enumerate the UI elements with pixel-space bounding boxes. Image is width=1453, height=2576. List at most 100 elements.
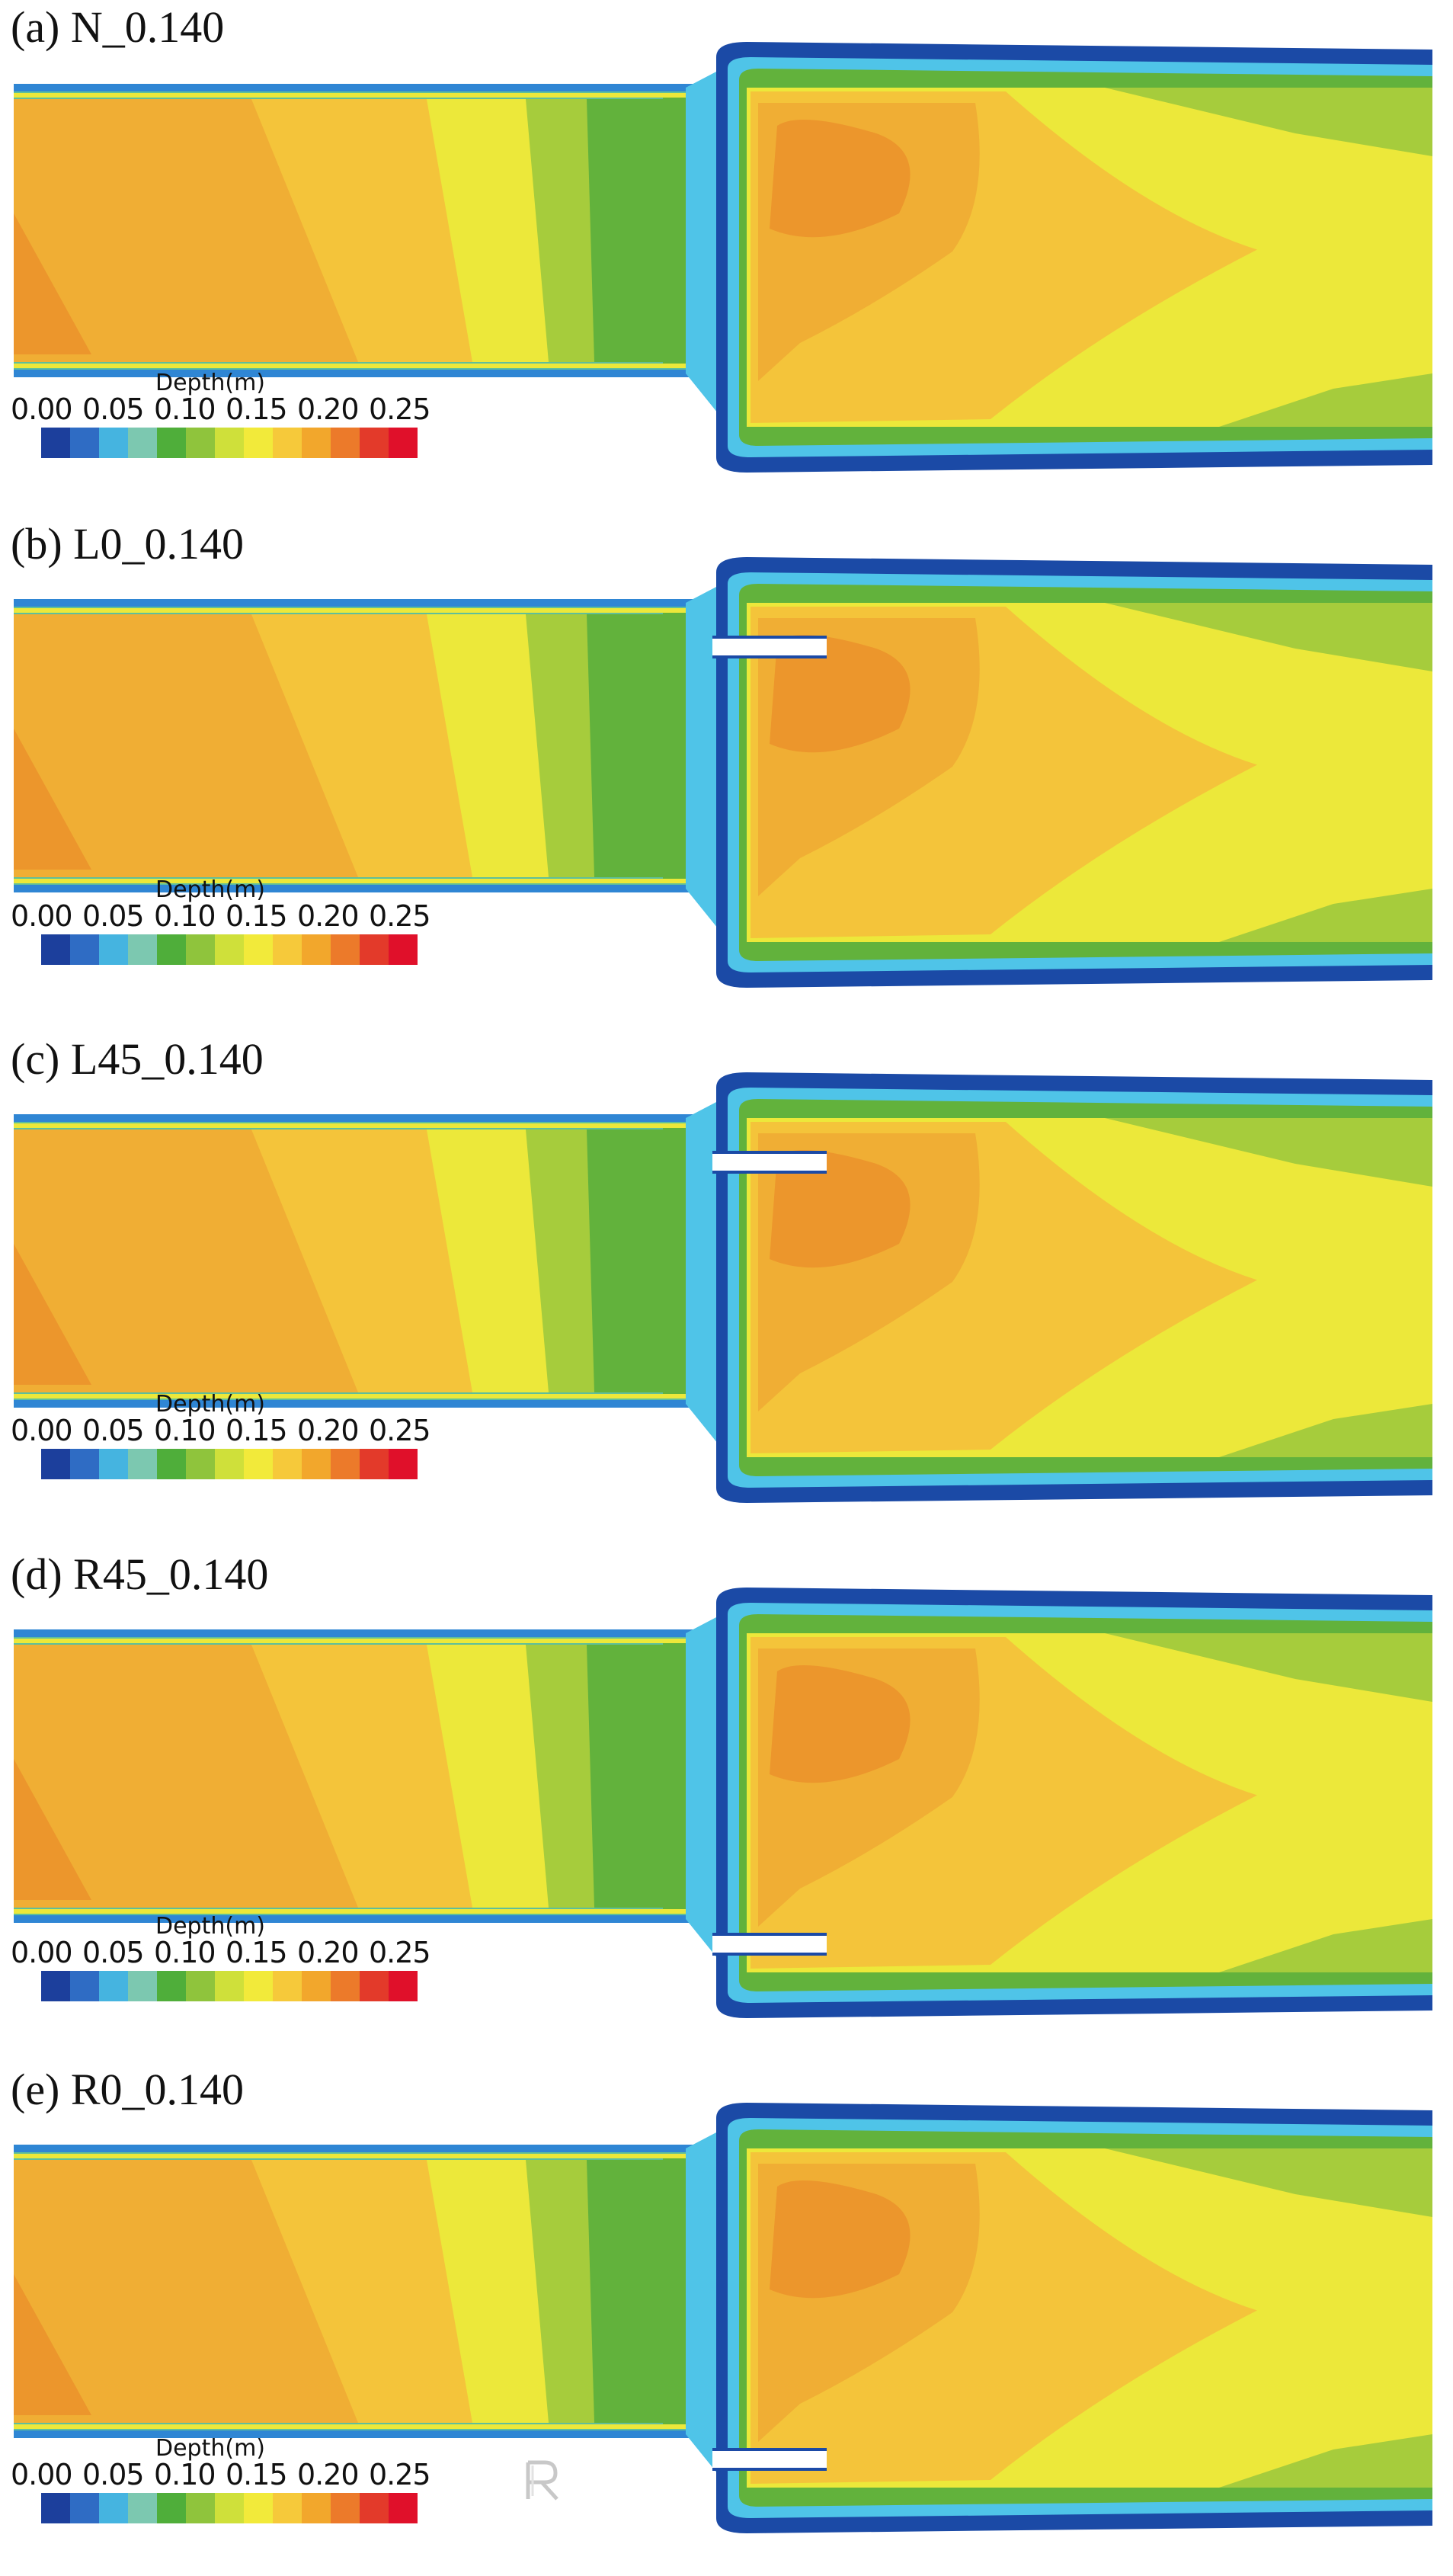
depth-contour-field (14, 42, 1432, 473)
legend-swatch (70, 428, 99, 458)
depth-contour-field (14, 1588, 1432, 2018)
legend-tick-label: 0.20 (297, 2458, 360, 2491)
legend-swatch (302, 934, 331, 965)
legend-tick-label: 0.15 (226, 899, 288, 933)
legend-swatch (70, 934, 99, 965)
legend-swatch (157, 2493, 186, 2523)
panel-label: (b) L0_0.140 (11, 519, 245, 569)
legend-swatch (186, 2493, 215, 2523)
panel-label: (a) N_0.140 (11, 2, 225, 52)
legend-swatch (273, 428, 302, 458)
panel-label: (e) R0_0.140 (11, 2065, 245, 2114)
depth-contour-field (14, 557, 1432, 988)
depth-legend: Depth(m) 0.00 0.05 0.10 0.15 0.20 0.25 (11, 1913, 453, 2004)
legend-title: Depth(m) (155, 876, 266, 903)
depth-legend: Depth(m) 0.00 0.05 0.10 0.15 0.20 0.25 (11, 2435, 453, 2526)
legend-tick-label: 0.10 (154, 392, 216, 426)
legend-tick-label: 0.05 (82, 1414, 145, 1447)
legend-swatch (215, 1971, 244, 2001)
legend-swatch (302, 428, 331, 458)
legend-swatch (186, 934, 215, 965)
legend-swatch (215, 934, 244, 965)
legend-swatch (360, 1449, 389, 1479)
legend-swatch (244, 2493, 273, 2523)
legend-swatch (273, 2493, 302, 2523)
contour-panel: (d) R45_0.140 (0, 1546, 1453, 2061)
legend-color-bar (41, 2493, 418, 2523)
legend-swatch (186, 1449, 215, 1479)
legend-title: Depth(m) (155, 1913, 266, 1940)
legend-tick-label: 0.25 (369, 899, 431, 933)
contour-panel: (b) L0_0.140 (0, 515, 1453, 1030)
legend-swatch (244, 1449, 273, 1479)
contour-panel: (e) R0_0.140 (0, 2061, 1453, 2576)
legend-swatch (302, 1971, 331, 2001)
legend-tick-label: 0.00 (11, 2458, 73, 2491)
legend-color-bar (41, 428, 418, 458)
legend-swatch (244, 428, 273, 458)
legend-title: Depth(m) (155, 1391, 266, 1418)
legend-tick-label: 0.15 (226, 1414, 288, 1447)
legend-swatch (128, 2493, 157, 2523)
legend-swatch (41, 428, 70, 458)
legend-swatch (331, 428, 360, 458)
legend-ticks: 0.00 0.05 0.10 0.15 0.20 0.25 (11, 899, 453, 933)
depth-legend: Depth(m) 0.00 0.05 0.10 0.15 0.20 0.25 (11, 370, 453, 461)
legend-swatch (41, 1449, 70, 1479)
legend-tick-label: 0.20 (297, 899, 360, 933)
legend-swatch (273, 1971, 302, 2001)
depth-legend: Depth(m) 0.00 0.05 0.10 0.15 0.20 0.25 (11, 1391, 453, 1482)
legend-title: Depth(m) (155, 370, 266, 396)
depth-contour-field (14, 1072, 1432, 1503)
legend-swatch (157, 428, 186, 458)
contour-panel: (c) L45_0.140 (0, 1030, 1453, 1546)
legend-swatch (215, 2493, 244, 2523)
legend-swatch (389, 2493, 418, 2523)
legend-swatch (360, 1971, 389, 2001)
panel-label: (d) R45_0.140 (11, 1549, 269, 1599)
legend-swatch (215, 428, 244, 458)
legend-swatch (41, 1971, 70, 2001)
legend-tick-label: 0.25 (369, 2458, 431, 2491)
legend-swatch (244, 934, 273, 965)
legend-swatch (157, 934, 186, 965)
legend-swatch (99, 1449, 128, 1479)
depth-contour-field (14, 2103, 1432, 2533)
legend-tick-label: 0.00 (11, 1414, 73, 1447)
legend-swatch (389, 1971, 418, 2001)
legend-tick-label: 0.05 (82, 392, 145, 426)
legend-swatch (128, 1971, 157, 2001)
legend-tick-label: 0.20 (297, 1414, 360, 1447)
legend-title: Depth(m) (155, 2435, 266, 2462)
legend-tick-label: 0.10 (154, 1414, 216, 1447)
legend-tick-label: 0.10 (154, 899, 216, 933)
legend-swatch (273, 1449, 302, 1479)
legend-swatch (389, 934, 418, 965)
legend-color-bar (41, 1449, 418, 1479)
legend-swatch (331, 1971, 360, 2001)
legend-swatch (302, 2493, 331, 2523)
legend-swatch (215, 1449, 244, 1479)
contour-panel: (a) N_0.140 (0, 0, 1453, 515)
legend-swatch (128, 428, 157, 458)
legend-swatch (70, 2493, 99, 2523)
legend-swatch (360, 934, 389, 965)
legend-swatch (70, 1971, 99, 2001)
legend-swatch (186, 1971, 215, 2001)
legend-tick-label: 0.00 (11, 392, 73, 426)
legend-swatch (99, 934, 128, 965)
legend-swatch (389, 1449, 418, 1479)
legend-swatch (331, 2493, 360, 2523)
legend-swatch (360, 428, 389, 458)
legend-swatch (331, 1449, 360, 1479)
legend-tick-label: 0.10 (154, 1936, 216, 1969)
legend-ticks: 0.00 0.05 0.10 0.15 0.20 0.25 (11, 1936, 453, 1969)
legend-swatch (302, 1449, 331, 1479)
legend-swatch (273, 934, 302, 965)
legend-swatch (41, 2493, 70, 2523)
legend-swatch (157, 1449, 186, 1479)
legend-tick-label: 0.25 (369, 392, 431, 426)
legend-swatch (128, 1449, 157, 1479)
legend-tick-label: 0.15 (226, 1936, 288, 1969)
legend-tick-label: 0.15 (226, 392, 288, 426)
